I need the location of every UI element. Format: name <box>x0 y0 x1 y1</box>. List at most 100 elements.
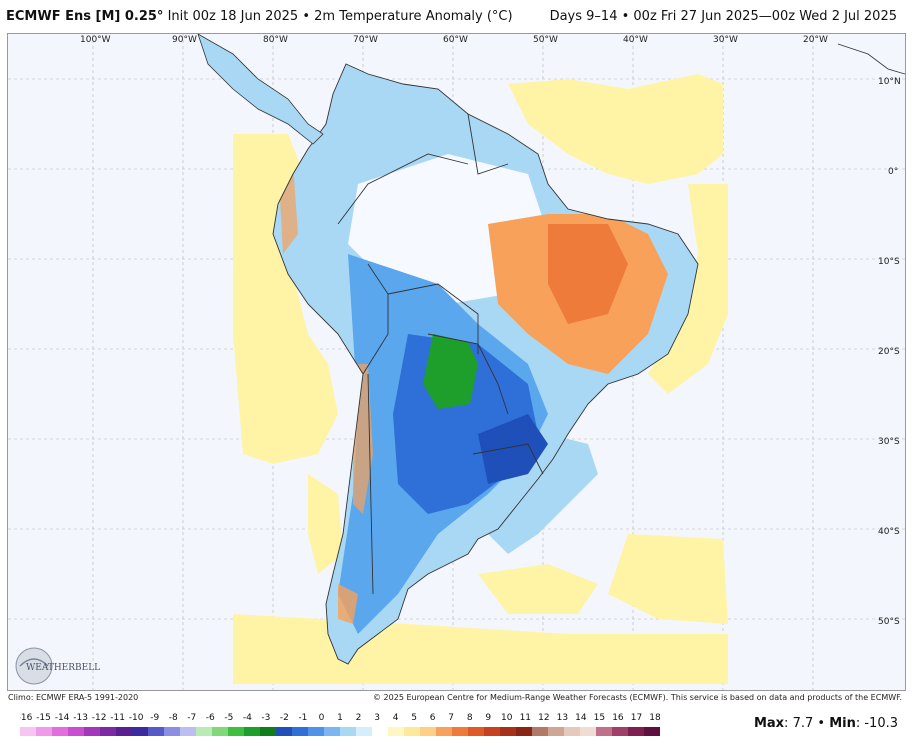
colorbar-tick-label: -13 <box>73 713 88 723</box>
colorbar-swatch <box>164 727 181 736</box>
colorbar-swatch <box>484 727 501 736</box>
header-title: ECMWF Ens [M] 0.25° Init 00z 18 Jun 2025… <box>6 9 513 24</box>
colorbar-tick-label: 5 <box>411 713 417 723</box>
colorbar-swatch <box>260 727 277 736</box>
ocean-anomaly-warm <box>233 74 728 684</box>
colorbar-tick-label: 15 <box>594 713 605 723</box>
colorbar-swatch <box>516 727 533 736</box>
central-america <box>197 33 324 145</box>
lat-label: 40°S <box>878 527 900 537</box>
colorbar-tick-label: -8 <box>169 713 178 723</box>
colorbar-tick-label: -14 <box>55 713 70 723</box>
land-anomalies <box>278 154 668 634</box>
lon-label: 20°W <box>803 35 828 45</box>
lon-label: 70°W <box>353 35 378 45</box>
lon-label: 60°W <box>443 35 468 45</box>
colorbar-tick-label: -1 <box>298 713 307 723</box>
valid-period: Days 9–14 • 00z Fri 27 Jun 2025—00z Wed … <box>549 9 897 24</box>
latitude-labels: 10°N 0° 10°S 20°S 30°S 40°S 50°S <box>878 77 901 627</box>
min-value: -10.3 <box>864 716 898 731</box>
colorbar-swatch <box>596 727 613 736</box>
colorbar-swatch <box>372 727 389 736</box>
lat-label: 30°S <box>878 437 900 447</box>
colorbar-swatch <box>548 727 565 736</box>
colorbar-tick-label: 4 <box>393 713 399 723</box>
lon-label: 40°W <box>623 35 648 45</box>
colorbar-tick-label: 0 <box>319 713 325 723</box>
lat-label: 10°S <box>878 257 900 267</box>
colorbar-tick-label: 1 <box>337 713 343 723</box>
map-panel: 100°W 90°W 80°W 70°W 60°W 50°W 40°W 30°W… <box>7 33 906 691</box>
max-value: 7.7 <box>792 716 814 731</box>
colorbar-swatch <box>324 727 341 736</box>
colorbar-swatch <box>212 727 229 736</box>
colorbar-swatch <box>292 727 309 736</box>
lon-label: 90°W <box>172 35 197 45</box>
colorbar-swatch <box>244 727 261 736</box>
longitude-labels: 100°W 90°W 80°W 70°W 60°W 50°W 40°W 30°W… <box>80 35 828 45</box>
colorbar-swatch <box>388 727 405 736</box>
copyright-note: © 2025 European Centre for Medium-Range … <box>373 693 902 702</box>
model-name: ECMWF Ens [M] 0.25 <box>6 9 157 24</box>
colorbar-tick-label: -5 <box>224 713 233 723</box>
lat-label: 20°S <box>878 347 900 357</box>
colorbar-tick-label: -3 <box>261 713 270 723</box>
colorbar-swatch <box>532 727 549 736</box>
colorbar-tick-label: 3 <box>374 713 380 723</box>
colorbar-swatch <box>20 727 37 736</box>
colorbar-swatch <box>644 727 660 736</box>
colorbar-swatch <box>340 727 357 736</box>
logo-text: WEATHERBELL <box>26 663 100 673</box>
min-label: Min <box>829 716 856 731</box>
colorbar-tick-label: 7 <box>448 713 454 723</box>
colorbar-swatch <box>420 727 437 736</box>
colorbar-tick-label: 18 <box>649 713 660 723</box>
colorbar-swatch <box>68 727 85 736</box>
colorbar-swatch <box>52 727 69 736</box>
lon-label: 80°W <box>263 35 288 45</box>
colorbar-tick-label: 9 <box>485 713 491 723</box>
colorbar-tick-label: 17 <box>631 713 642 723</box>
colorbar-swatch <box>404 727 421 736</box>
colorbar-swatch <box>132 727 149 736</box>
colorbar-tick-label: -12 <box>92 713 107 723</box>
max-label: Max <box>753 716 785 731</box>
lon-label: 50°W <box>533 35 558 45</box>
lat-label: 0° <box>888 167 898 177</box>
max-min-stats: Max: 7.7 • Min: -10.3 <box>753 716 898 731</box>
colorbar-tick-label: -9 <box>150 713 159 723</box>
colorbar-tick-label: 6 <box>430 713 436 723</box>
colorbar-swatch <box>100 727 117 736</box>
colorbar-swatch <box>580 727 597 736</box>
colorbar-swatch <box>116 727 133 736</box>
colorbar-tick-label: 8 <box>467 713 473 723</box>
colorbar-tick-label: -11 <box>110 713 125 723</box>
colorbar-swatch <box>628 727 645 736</box>
colorbar-tick-label: 13 <box>557 713 568 723</box>
colorbar: -16-15-14-13-12-11-10-9-8-7-6-5-4-3-2-10… <box>20 713 660 736</box>
colorbar-tick-label: -10 <box>129 713 144 723</box>
colorbar-swatch <box>276 727 293 736</box>
colorbar-swatch <box>196 727 213 736</box>
lat-label: 10°N <box>878 77 901 87</box>
colorbar-tick-label: -15 <box>36 713 51 723</box>
colorbar-swatch <box>468 727 485 736</box>
degree-symbol: ° <box>156 9 164 24</box>
colorbar-tick-label: 16 <box>612 713 624 723</box>
country-borders <box>272 63 699 665</box>
colorbar-swatch <box>564 727 581 736</box>
lon-label: 30°W <box>713 35 738 45</box>
lat-label: 50°S <box>878 617 900 627</box>
colorbar-tick-label: -7 <box>187 713 196 723</box>
colorbar-tick-label: -6 <box>206 713 215 723</box>
colorbar-tick-label: 12 <box>538 713 549 723</box>
colorbar-swatch <box>356 727 373 736</box>
colorbar-tick-label: -4 <box>243 713 252 723</box>
colorbar-swatch <box>500 727 517 736</box>
colorbar-swatch <box>84 727 101 736</box>
colorbar-swatch <box>452 727 469 736</box>
colorbar-tick-label: 14 <box>575 713 587 723</box>
colorbar-swatch <box>308 727 325 736</box>
colorbar-swatch <box>436 727 453 736</box>
map-canvas: 100°W 90°W 80°W 70°W 60°W 50°W 40°W 30°W… <box>8 33 906 690</box>
